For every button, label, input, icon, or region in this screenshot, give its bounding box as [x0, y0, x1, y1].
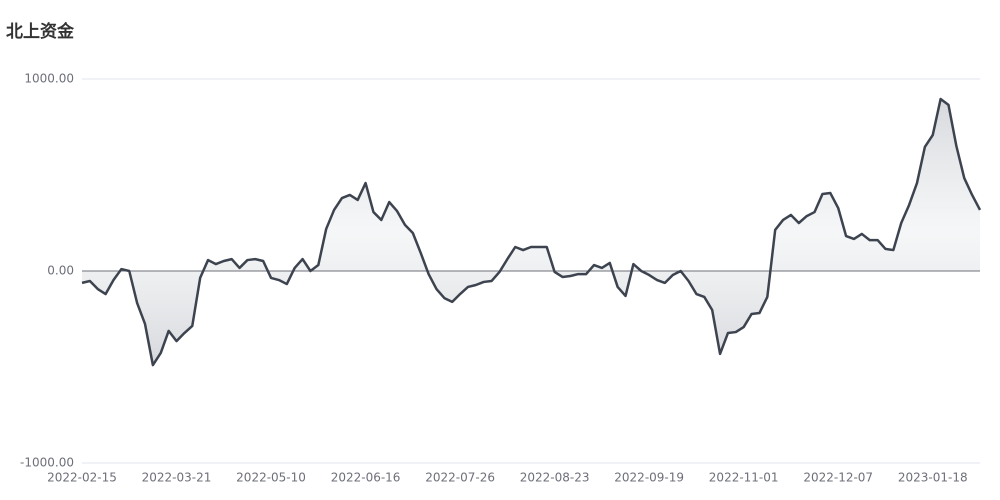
- x-tick-label: 2022-09-19: [614, 471, 684, 485]
- area: [82, 98, 980, 366]
- x-tick-label: 2022-08-23: [520, 471, 590, 485]
- y-tick-label: 1000.00: [24, 72, 74, 86]
- x-tick-label: 2023-01-18: [898, 471, 968, 485]
- x-tick-label: 2022-07-26: [425, 471, 495, 485]
- x-tick-label: 2022-06-16: [331, 471, 401, 485]
- x-tick-label: 2022-03-21: [142, 471, 212, 485]
- x-tick-label: 2022-12-07: [803, 471, 873, 485]
- x-tick-label: 2022-02-15: [47, 471, 117, 485]
- x-tick-label: 2022-11-01: [709, 471, 779, 485]
- y-tick-label: 0.00: [47, 264, 74, 278]
- y-tick-label: -1000.00: [20, 456, 74, 470]
- line: [81, 97, 982, 367]
- chart-title: 北上资金: [6, 21, 75, 42]
- x-tick-label: 2022-05-10: [236, 471, 306, 485]
